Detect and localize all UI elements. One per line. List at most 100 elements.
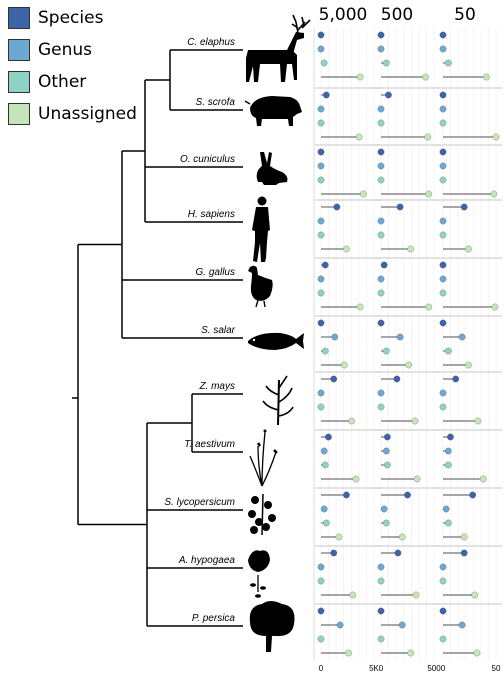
taxon-label: Z. mays — [198, 381, 235, 392]
lollipop-dot — [377, 119, 385, 127]
lollipop-dot — [335, 533, 343, 541]
lollipop-dot — [439, 148, 447, 156]
lollipop-dot — [439, 105, 447, 113]
lollipop-dot — [321, 261, 329, 269]
lollipop-dot — [325, 433, 332, 441]
lollipop-dot — [407, 245, 415, 253]
lollipop-dot — [439, 119, 447, 127]
x-tick-label: 0 — [441, 664, 446, 673]
lollipop-dot — [320, 59, 328, 67]
legend-label: Species — [38, 8, 104, 28]
lollipop-dot — [396, 203, 404, 211]
rabbit-icon — [256, 152, 288, 185]
lollipop-dot — [317, 563, 325, 571]
taxon-label: G. gallus — [196, 267, 235, 278]
lollipop-dot — [322, 91, 330, 99]
lollipop-dot — [345, 649, 352, 657]
x-tick-label: 500 — [427, 664, 441, 673]
boar-icon — [244, 96, 302, 126]
lollipop-dot — [377, 31, 385, 39]
lollipop-dot — [320, 505, 328, 513]
lollipop-dot — [343, 245, 350, 253]
lollipop-dot — [439, 261, 447, 269]
panel-1: 500 0 500 — [375, 5, 441, 673]
lollipop-dot — [492, 133, 500, 141]
x-tick-label: 0 — [319, 664, 324, 673]
lollipop-dot — [377, 45, 385, 53]
x-tick-label: 50 — [492, 664, 501, 673]
lollipop-dot — [330, 375, 338, 383]
lollipop-dot — [439, 635, 447, 643]
lollipop-dot — [377, 105, 385, 113]
lollipop-dot — [317, 289, 325, 297]
taxon-label: C. elaphus — [187, 37, 235, 48]
lollipop-dot — [377, 162, 385, 170]
lollipop-dot — [444, 447, 452, 455]
lollipop-dot — [348, 417, 356, 425]
lollipop-dot — [317, 635, 325, 643]
lollipop-dot — [491, 303, 499, 311]
lollipop-dot — [460, 549, 468, 557]
panel-header: 50 — [454, 5, 476, 25]
lollipop-dot — [331, 333, 339, 341]
lollipop-dot — [377, 635, 385, 643]
lollipop-dot — [317, 176, 325, 184]
legend-item-unassigned: Unassigned — [8, 102, 137, 126]
lollipop-dot — [377, 319, 385, 327]
lollipop-dot — [465, 245, 472, 253]
lollipop-dot — [465, 361, 472, 369]
peanut-icon — [248, 550, 270, 598]
lollipop-dot — [425, 303, 433, 311]
lollipop-dot — [398, 621, 406, 629]
organism-icons — [244, 14, 311, 652]
lollipop-dot — [471, 591, 479, 599]
maize-icon — [262, 375, 294, 426]
lollipop-dot — [377, 563, 385, 571]
lollipop-dot — [317, 148, 325, 156]
lollipop-dot — [317, 403, 325, 411]
lollipop-dot — [396, 333, 404, 341]
lollipop-dot — [444, 59, 452, 67]
lollipop-dot — [317, 389, 325, 397]
lollipop-dot — [393, 375, 401, 383]
lollipop-dot — [317, 319, 325, 327]
lollipop-dot — [321, 347, 329, 355]
phylogenetic-tree — [72, 49, 243, 627]
lollipop-dot — [317, 105, 325, 113]
lollipop-dot — [439, 577, 447, 585]
lollipop-dot — [356, 73, 364, 81]
taxon-label: P. persica — [192, 613, 236, 624]
lollipop-dot — [439, 289, 447, 297]
lollipop-dot — [490, 190, 498, 198]
panel-2: 50 0 50 — [437, 5, 502, 673]
lollipop-dot — [317, 607, 325, 615]
taxon-label: O. cuniculus — [180, 154, 235, 165]
lollipop-dot — [407, 649, 415, 657]
lollipop-dot — [398, 533, 406, 541]
lollipop-dot — [355, 133, 363, 141]
lollipop-dot — [413, 475, 421, 483]
taxon-labels: C. elaphus S. scrofa O. cuniculus H. sapien… — [164, 37, 235, 624]
lollipop-dot — [439, 217, 447, 225]
lollipop-dot — [382, 519, 390, 527]
lollipop-dot — [460, 533, 468, 541]
lollipop-dot — [452, 375, 460, 383]
lollipop-dot — [377, 577, 385, 585]
lollipop-dot — [474, 417, 482, 425]
legend-item-species: Species — [8, 6, 103, 30]
lollipop-dot — [317, 217, 325, 225]
lollipop-dot — [385, 91, 392, 99]
lollipop-dot — [439, 45, 447, 53]
lollipop-dot — [330, 549, 338, 557]
legend-label: Unassigned — [38, 104, 137, 124]
lollipop-dot — [404, 491, 411, 499]
lollipop-dot — [394, 549, 402, 557]
lollipop-dot — [422, 73, 429, 81]
lollipop-dot — [382, 447, 390, 455]
lollipop-dot — [458, 621, 466, 629]
lollipop-dot — [321, 461, 329, 469]
legend-item-other: Other — [8, 70, 86, 94]
lollipop-dot — [377, 231, 385, 239]
legend-label: Other — [38, 72, 87, 92]
lollipop-dot — [412, 591, 420, 599]
